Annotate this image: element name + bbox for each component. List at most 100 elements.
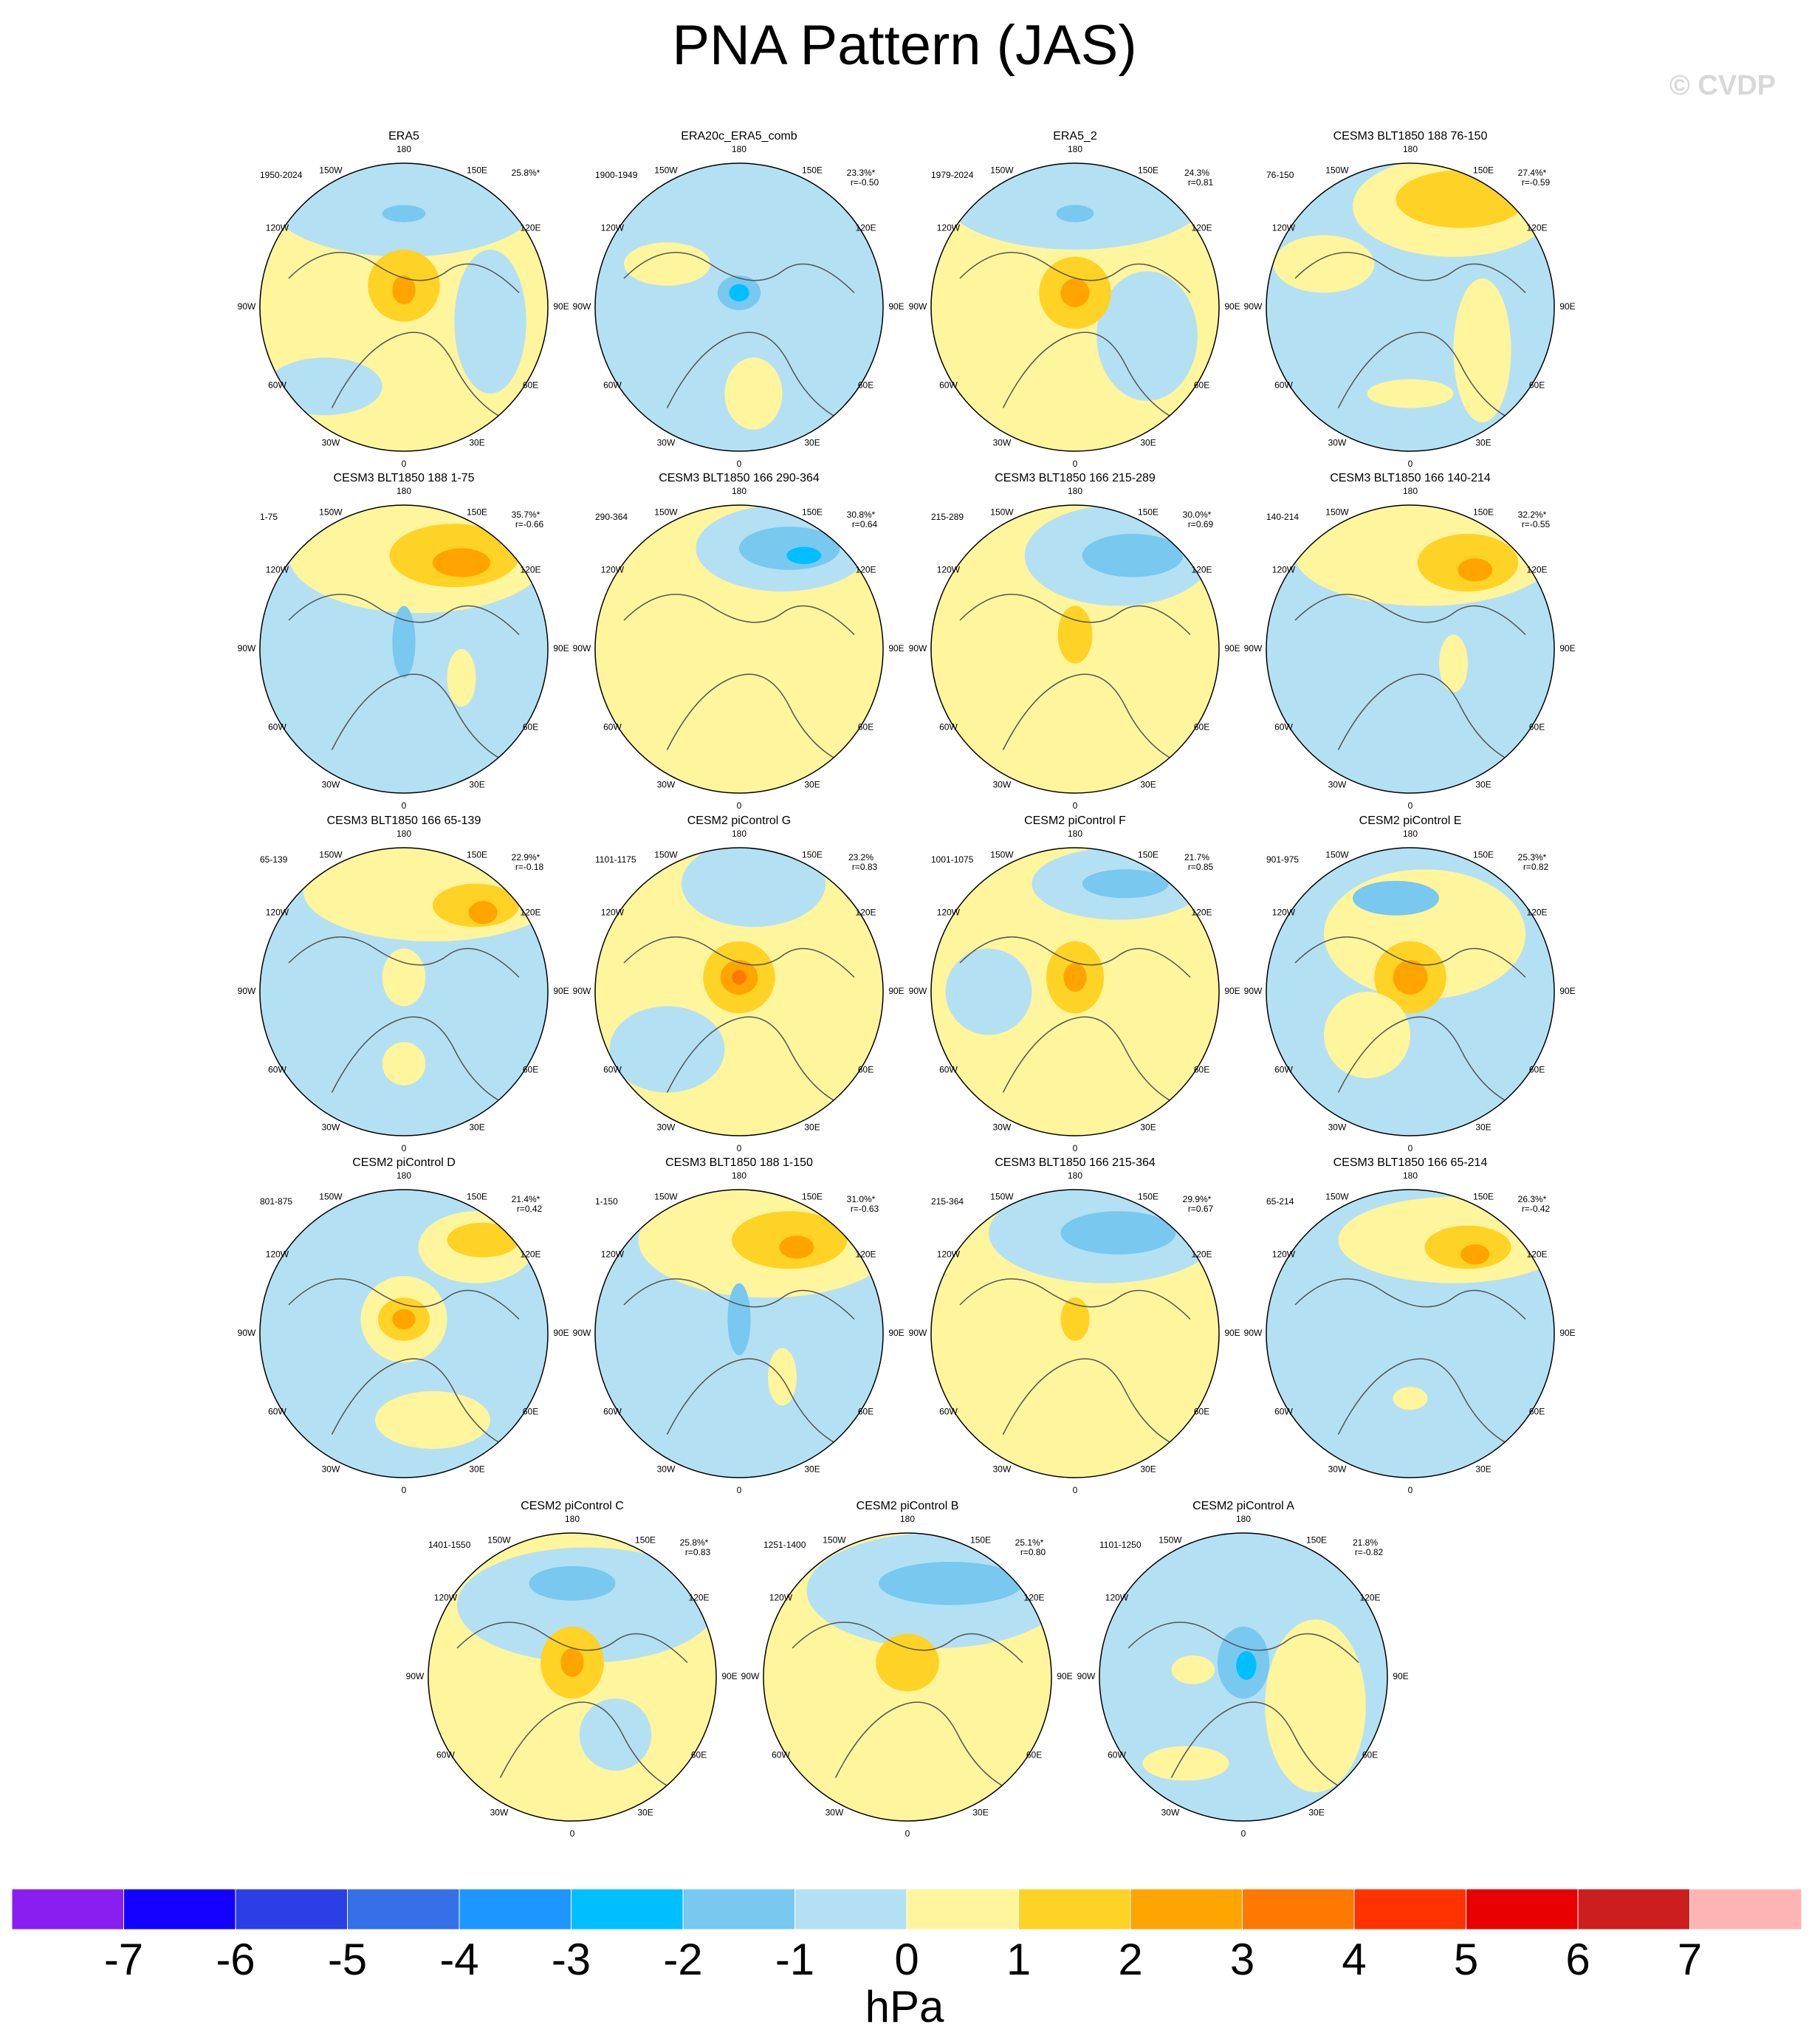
longitude-label: 30E [1475,780,1491,790]
longitude-label: 90E [888,986,904,996]
coastline [834,1701,1016,1793]
panel-variance: 25.1%* [1015,1537,1044,1548]
colorbar-label: -7 [104,1935,143,1984]
map-border [1266,162,1555,452]
longitude-label: 180 [732,144,746,154]
longitude-label: 150E [1138,507,1158,518]
panel-correlation: r=0.83 [685,1547,711,1557]
contour-region [392,606,416,678]
longitude-label: 0 [1073,800,1078,811]
longitude-label: 120W [601,565,625,575]
longitude-label: 30W [825,1808,844,1818]
colorbar-box [1689,1888,1802,1930]
map-border [930,504,1220,794]
longitude-label: 0 [1408,800,1413,811]
longitude-label: 180 [1068,1170,1082,1181]
panel-title: CESM2 piControl A [1192,1500,1294,1512]
longitude-label: 30E [469,1464,484,1475]
longitude-label: 90W [238,1328,256,1338]
longitude-label: 60W [1274,1065,1293,1075]
longitude-label: 90E [1224,301,1240,312]
colorbar-label: -5 [328,1935,367,1984]
coastline [623,252,855,294]
colorbar-label: -2 [663,1935,702,1984]
map-border [428,1532,717,1822]
longitude-label: 30E [637,1808,653,1818]
longitude-label: 60E [1194,1407,1209,1417]
contour-region [1393,960,1428,995]
longitude-label: 30E [1140,1122,1156,1133]
colorbar-label: 5 [1454,1935,1478,1984]
longitude-label: 90W [909,1328,927,1338]
colorbar-box [794,1888,907,1930]
longitude-label: 90E [553,301,569,312]
longitude-label: 60E [1529,1065,1545,1075]
panel-period: 1-150 [595,1196,618,1207]
longitude-label: 0 [1241,1828,1246,1839]
longitude-label: 0 [737,800,742,811]
panel-title: CESM3 BLT1850 166 215-289 [995,472,1156,484]
longitude-label: 150E [970,1535,991,1546]
longitude-label: 0 [402,1143,407,1153]
contour-region [1060,278,1090,307]
map-panel [1266,848,1554,1136]
longitude-label: 90W [238,986,256,996]
panel-correlation: r=-0.55 [1522,519,1551,529]
longitude-label: 0 [570,1828,575,1839]
longitude-label: 60E [858,722,873,733]
coastline [666,332,848,423]
colorbar-box [123,1888,236,1930]
panel-correlation: r=0.64 [852,519,878,529]
panel-title: CESM3 BLT1850 166 65-139 [327,814,481,827]
map-panel [931,848,1219,1136]
longitude-label: 180 [900,1514,915,1524]
map-panel [595,163,883,451]
longitude-label: 150W [319,507,343,518]
longitude-label: 30E [972,1808,988,1818]
longitude-label: 150E [467,1192,487,1202]
longitude-label: 60E [1194,380,1209,391]
panel-variance: 35.7%* [512,510,540,520]
coastline [288,936,520,978]
coastline [1294,594,1526,636]
longitude-label: 30W [657,1122,676,1133]
longitude-label: 180 [732,486,746,496]
longitude-label: 150W [990,165,1014,176]
panel-correlation: r=0.83 [852,862,878,872]
longitude-label: 150W [823,1535,846,1546]
longitude-label: 90E [721,1671,737,1681]
longitude-label: 0 [402,1485,407,1495]
longitude-label: 90W [573,986,591,996]
panel-variance: 23.3%* [847,168,876,178]
contour-region [1171,1655,1215,1684]
coastline [1002,332,1184,423]
panel-title: CESM2 piControl B [857,1500,959,1512]
longitude-label: 0 [905,1828,910,1839]
coastline [959,1278,1191,1320]
longitude-label: 60W [939,722,958,733]
longitude-label: 30W [993,780,1012,790]
longitude-label: 120E [856,1249,876,1260]
map-border [1266,847,1555,1136]
contour-region [945,163,1205,250]
panel-variance: 30.0%* [1183,510,1212,520]
contour-region [392,275,416,305]
coastline [331,332,512,423]
panel-correlation: r=-0.59 [1522,177,1551,188]
panel-period: 1101-1175 [595,854,636,865]
longitude-label: 120W [601,1249,625,1260]
contour-region [579,1698,652,1771]
panel-correlation: r=-0.50 [851,177,879,188]
panel-correlation: r=0.69 [1188,519,1214,529]
longitude-label: 60E [1026,1750,1042,1760]
longitude-label: 90W [1077,1671,1096,1681]
longitude-label: 90E [1057,1671,1072,1681]
panel-period: 1950-2024 [260,170,303,180]
map-border [1099,1532,1388,1822]
coastline [1127,1622,1359,1664]
longitude-label: 0 [1073,1143,1078,1153]
panel-correlation: r=-0.66 [515,519,544,529]
map-panel [260,163,548,451]
panel-title: CESM3 BLT1850 188 76-150 [1333,130,1488,143]
coastline [288,594,520,636]
